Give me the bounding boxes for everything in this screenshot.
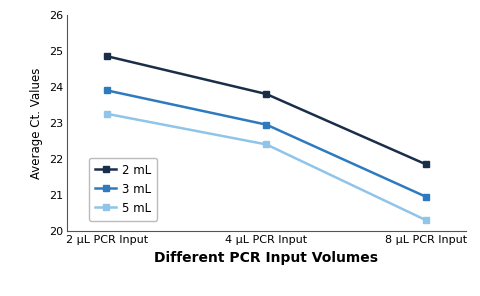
Line: 2 mL: 2 mL: [104, 53, 429, 168]
3 mL: [104, 89, 110, 92]
2 mL: [104, 54, 110, 58]
5 mL: [423, 218, 429, 222]
3 mL: [423, 195, 429, 198]
X-axis label: Different PCR Input Volumes: Different PCR Input Volumes: [155, 251, 378, 265]
2 mL: [264, 92, 269, 96]
2 mL: [423, 163, 429, 166]
Y-axis label: Average Ct. Values: Average Ct. Values: [30, 67, 43, 178]
3 mL: [264, 123, 269, 126]
5 mL: [264, 143, 269, 146]
Line: 3 mL: 3 mL: [104, 87, 429, 200]
5 mL: [104, 112, 110, 116]
Legend: 2 mL, 3 mL, 5 mL: 2 mL, 3 mL, 5 mL: [89, 158, 157, 221]
Line: 5 mL: 5 mL: [104, 110, 429, 223]
